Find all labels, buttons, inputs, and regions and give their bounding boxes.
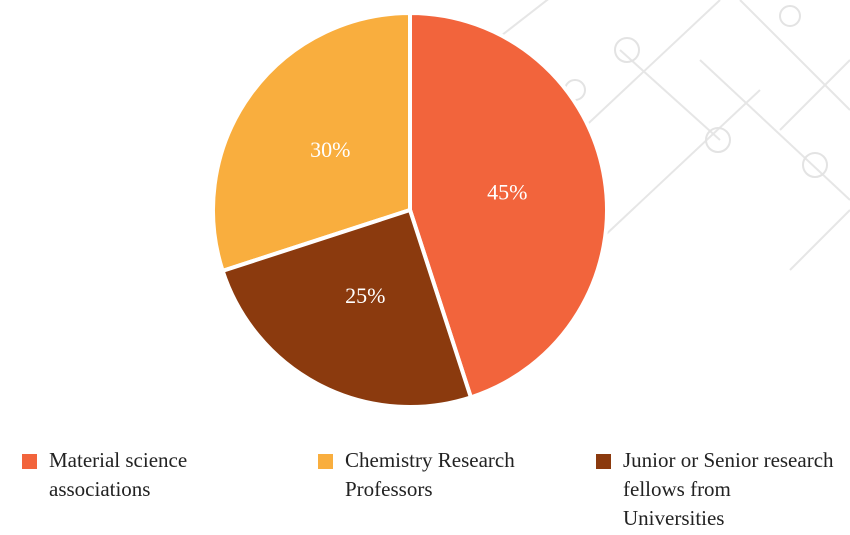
legend-swatch bbox=[596, 454, 611, 469]
data-label: 30% bbox=[310, 137, 350, 162]
legend-label: Material science associations bbox=[49, 446, 252, 504]
legend-label: Junior or Senior research fellows from U… bbox=[623, 446, 836, 533]
data-label: 25% bbox=[345, 283, 385, 308]
legend-item: Junior or Senior research fellows from U… bbox=[596, 446, 836, 533]
legend-swatch bbox=[22, 454, 37, 469]
legend-item: Chemistry Research Professors bbox=[318, 446, 568, 504]
legend-item: Material science associations bbox=[22, 446, 252, 504]
data-label: 45% bbox=[487, 180, 527, 205]
pie: 45% 30% 25% bbox=[213, 13, 607, 407]
legend-label: Chemistry Research Professors bbox=[345, 446, 568, 504]
legend-swatch bbox=[318, 454, 333, 469]
page: 45% 30% 25% Material science associations C… bbox=[0, 0, 850, 535]
